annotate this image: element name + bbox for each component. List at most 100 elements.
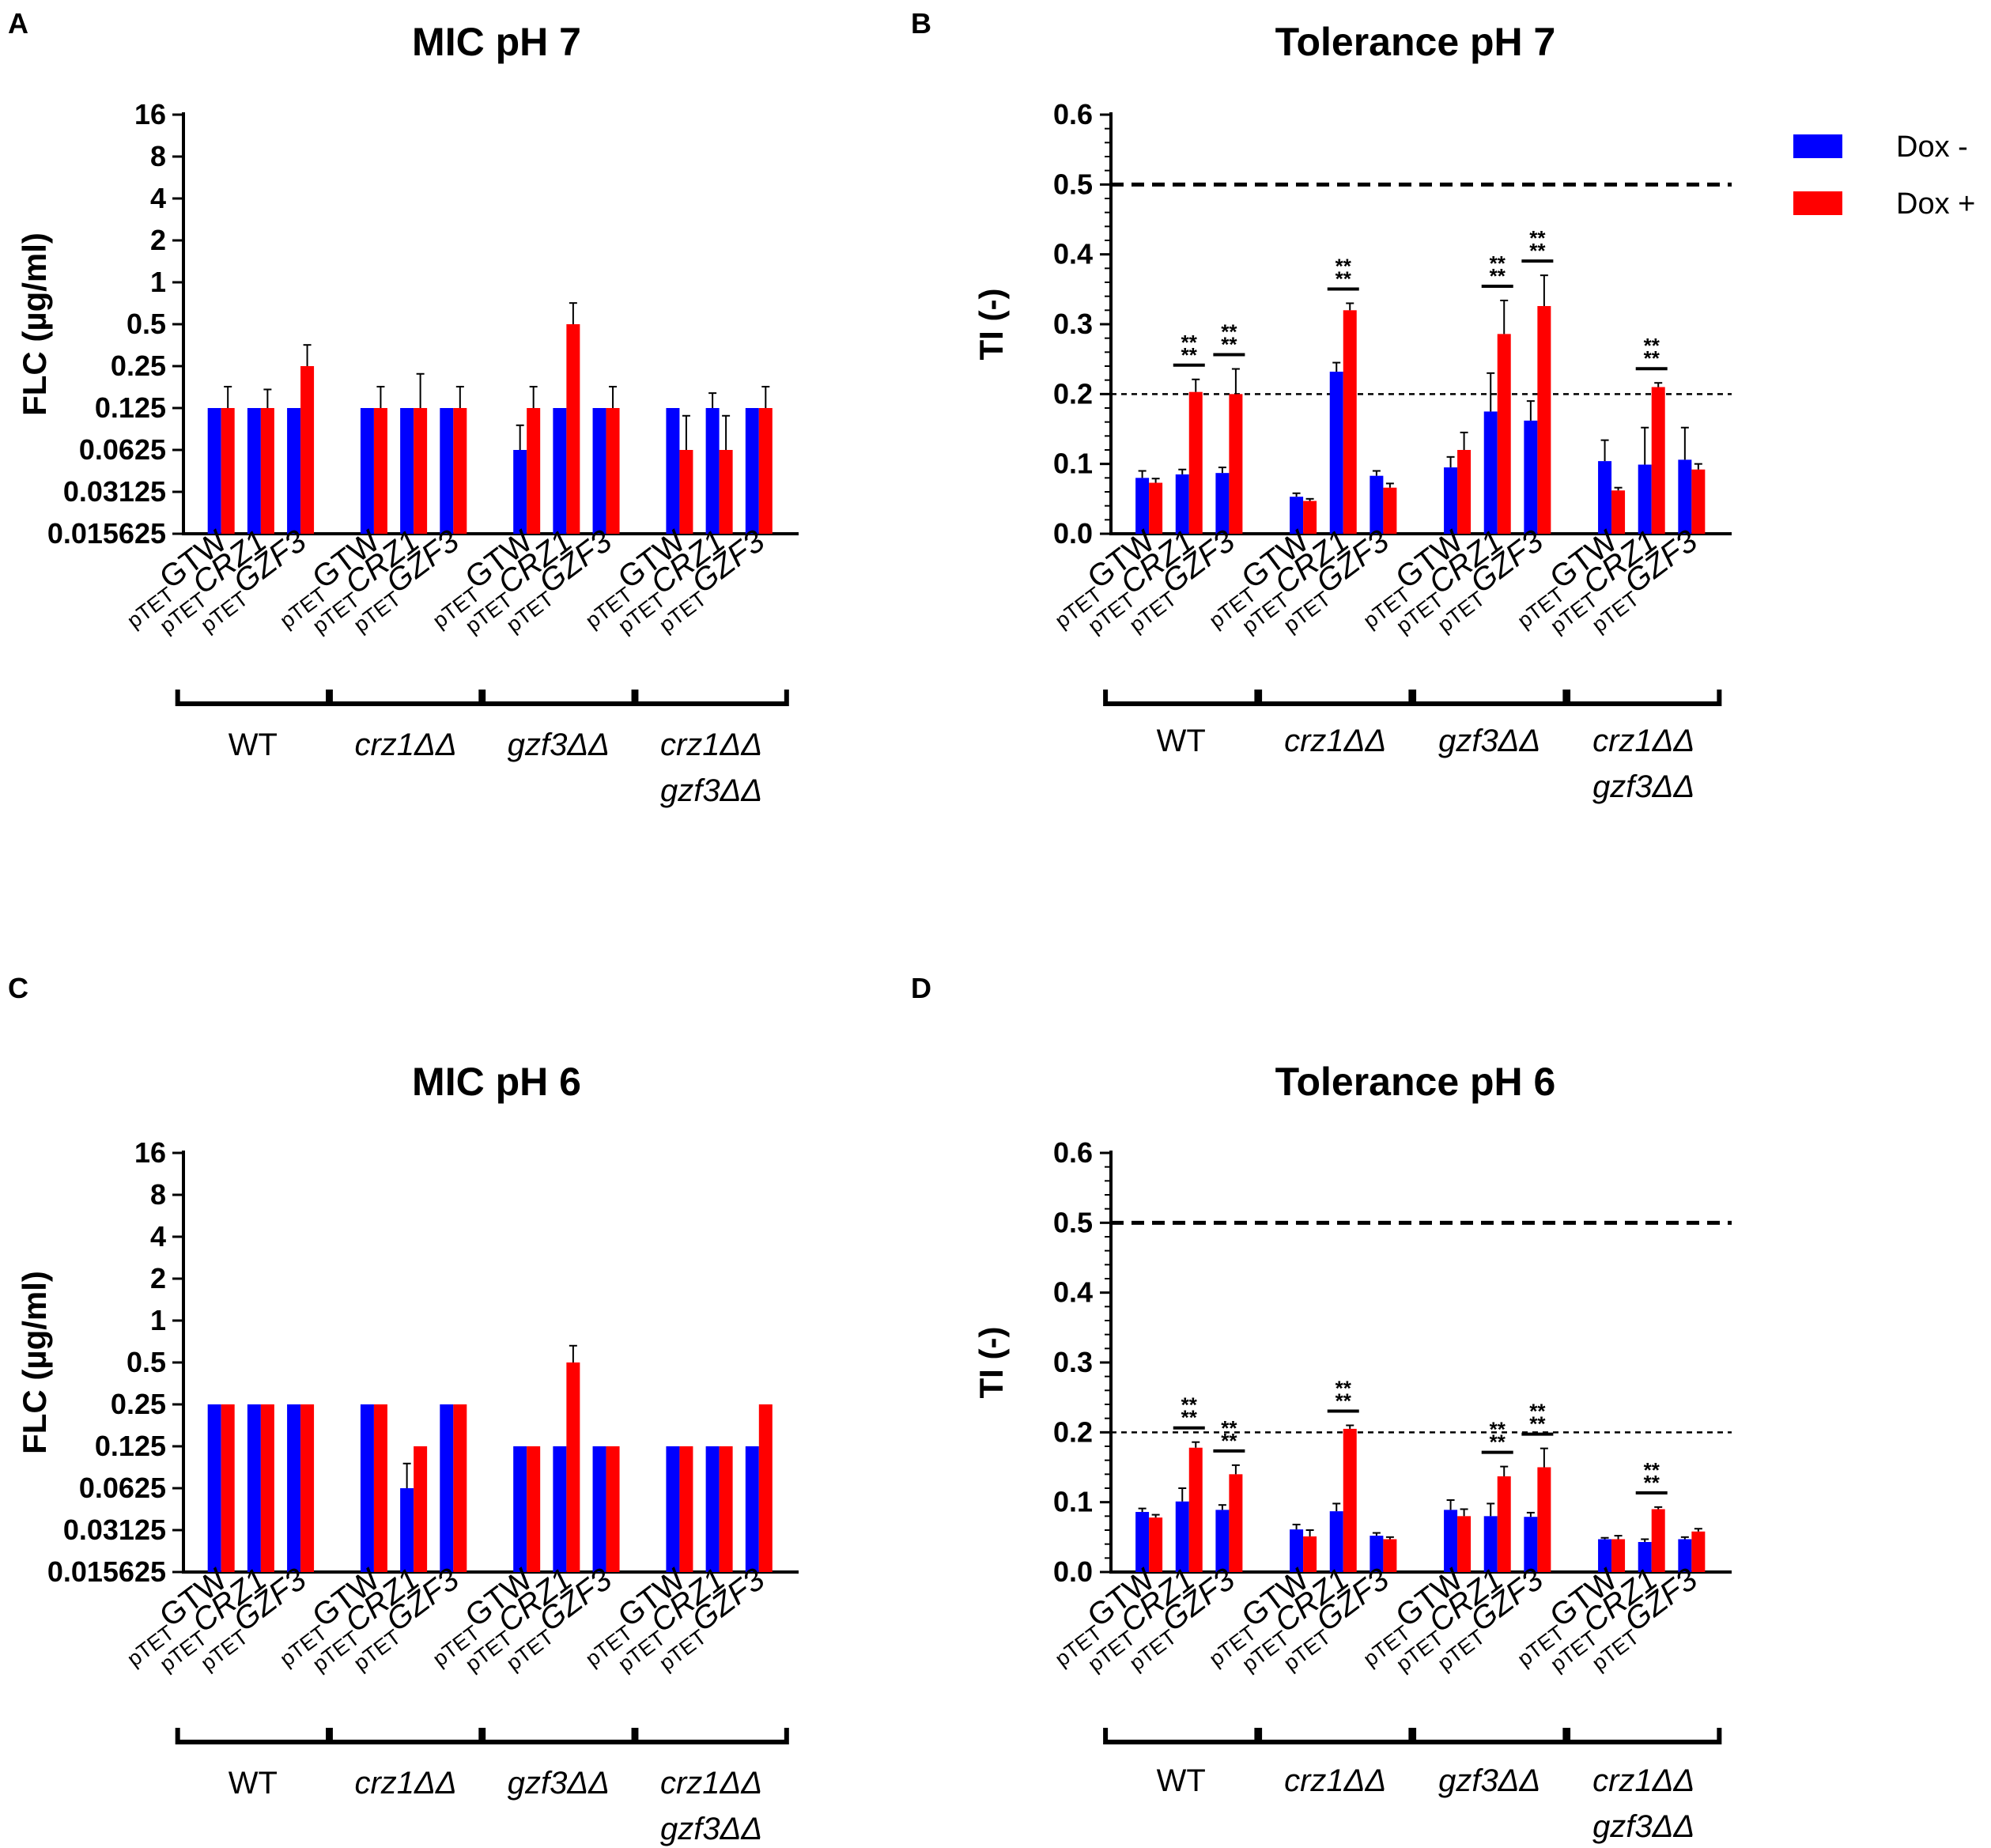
bar-dox-plus <box>300 366 315 534</box>
bar-dox-plus <box>758 408 773 534</box>
bar-dox-minus <box>553 408 567 534</box>
y-tick-label: 2 <box>150 1262 166 1294</box>
bar-dox-plus <box>566 1362 580 1572</box>
panel-d: D Tolerance pH 6 TI (-) 0.0 0.1 0.2 0.3 0.4 0.5 0… <box>911 972 1732 1844</box>
significance-stars: ** <box>1490 251 1506 275</box>
y-tick-label: 8 <box>150 1178 166 1211</box>
bar-dox-minus <box>440 1404 454 1572</box>
bar-dox-minus <box>513 450 527 534</box>
bar-dox-minus <box>287 408 301 534</box>
y-tick-label: 0.2 <box>1053 1415 1093 1448</box>
panel-a: A MIC pH 7 FLC (µg/ml) 0.015625 0.03125 0.062… <box>8 7 799 808</box>
group-label: crz1ΔΔ <box>354 1766 456 1801</box>
group-label: crz1ΔΔ <box>1592 1763 1694 1798</box>
legend: Dox - Dox + <box>1793 130 1975 221</box>
group-label: gzf3ΔΔ <box>660 773 762 808</box>
bar-dox-plus <box>1497 334 1511 534</box>
group-label: crz1ΔΔ <box>354 727 456 762</box>
y-tick-label: 2 <box>150 224 166 256</box>
significance-stars: ** <box>1529 226 1546 250</box>
group-bracket <box>633 690 789 706</box>
bar-dox-plus <box>373 1404 387 1572</box>
y-tick-label: 0.3 <box>1053 308 1093 340</box>
chart-title: Tolerance pH 7 <box>1275 20 1556 64</box>
bar-dox-minus <box>1329 1511 1343 1572</box>
bar-dox-minus <box>1215 473 1230 534</box>
panel-c: C MIC pH 6 FLC (µg/ml) 0.015625 0.03125 0.062… <box>8 972 799 1846</box>
group-label: WT <box>1157 1763 1206 1798</box>
y-tick-label: 0.5 <box>1053 168 1093 200</box>
bar-dox-minus <box>1175 474 1189 534</box>
y-tick-label: 0.125 <box>95 1430 166 1462</box>
bar-dox-minus <box>1598 1539 1612 1572</box>
y-tick-label: 4 <box>150 182 166 214</box>
group-label: crz1ΔΔ <box>660 727 762 762</box>
bar-dox-minus <box>1524 420 1538 534</box>
group-bracket <box>1411 1728 1568 1744</box>
group-label: gzf3ΔΔ <box>1592 769 1694 804</box>
group-bracket <box>175 690 331 706</box>
significance-stars: ** <box>1221 333 1237 357</box>
y-tick-label: 0.3 <box>1053 1346 1093 1378</box>
significance-stars: ** <box>1221 1416 1237 1440</box>
bar-dox-minus <box>207 1404 221 1572</box>
chart-title: MIC pH 6 <box>412 1060 581 1104</box>
bar-dox-plus <box>1651 387 1665 534</box>
group-bracket <box>1566 690 1722 706</box>
bar-dox-plus <box>414 1446 428 1572</box>
bar-dox-plus <box>1229 394 1243 534</box>
bar-dox-minus <box>1638 464 1652 534</box>
bar-dox-minus <box>1598 461 1612 534</box>
bar-dox-plus <box>1691 1531 1706 1572</box>
y-tick-label: 16 <box>134 98 166 130</box>
y-tick-label: 0.5 <box>127 1346 166 1378</box>
bar-dox-plus <box>566 324 580 534</box>
bar-dox-plus <box>527 408 541 534</box>
significance-stars: ** <box>1336 1377 1352 1400</box>
significance-stars: ** <box>1490 264 1506 288</box>
bar-dox-plus <box>1303 501 1317 534</box>
bar-dox-minus <box>1638 1542 1652 1572</box>
bar-dox-plus <box>527 1446 541 1572</box>
bar-dox-plus <box>1188 391 1203 534</box>
group-bracket <box>1103 1728 1260 1744</box>
group-label: WT <box>1157 724 1206 758</box>
bar-dox-minus <box>440 408 454 534</box>
bar-dox-plus <box>679 1446 693 1572</box>
significance-stars: ** <box>1221 1429 1237 1453</box>
bar-dox-plus <box>1457 1516 1472 1572</box>
group-bracket <box>1257 690 1414 706</box>
y-tick-label: 0.5 <box>1053 1206 1093 1238</box>
bar-dox-minus <box>1290 1529 1304 1572</box>
bar-dox-plus <box>373 408 387 534</box>
panel-letter: B <box>911 7 931 40</box>
significance-stars: ** <box>1529 1400 1546 1423</box>
legend-label: Dox + <box>1896 187 1975 221</box>
bar-dox-plus <box>1497 1476 1511 1572</box>
bar-dox-minus <box>705 1446 720 1572</box>
chart-title: MIC pH 7 <box>412 20 581 64</box>
legend-label: Dox - <box>1896 130 1968 164</box>
bar-dox-plus <box>1383 487 1397 534</box>
group-bracket <box>1257 1728 1414 1744</box>
bar-dox-plus <box>606 1446 620 1572</box>
y-tick-label: 1 <box>150 266 166 298</box>
bar-dox-minus <box>666 408 680 534</box>
significance-stars: ** <box>1336 267 1352 291</box>
bar-dox-plus <box>758 1404 773 1572</box>
y-tick-label: 0.0625 <box>79 433 166 466</box>
bar-dox-plus <box>1188 1447 1203 1572</box>
group-label: crz1ΔΔ <box>1592 724 1694 758</box>
y-tick-label: 16 <box>134 1136 166 1169</box>
significance-stars: ** <box>1644 1458 1660 1482</box>
group-bracket <box>1566 1728 1722 1744</box>
bar-dox-minus <box>400 408 414 534</box>
bar-dox-minus <box>553 1446 567 1572</box>
significance-stars: ** <box>1181 331 1198 354</box>
y-tick-label: 0.6 <box>1053 98 1093 130</box>
bar-dox-minus <box>360 408 374 534</box>
bar-dox-minus <box>1135 1512 1150 1572</box>
group-label: gzf3ΔΔ <box>508 1766 610 1801</box>
bar-dox-minus <box>287 1404 301 1572</box>
